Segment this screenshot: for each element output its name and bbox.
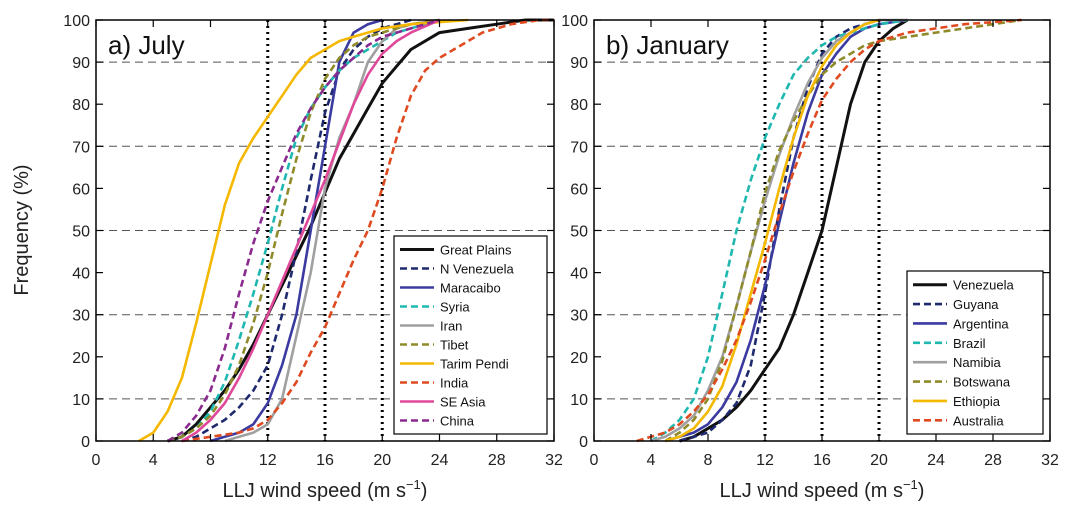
x-tick-label: 28 [488,452,506,469]
series-line [166,18,440,443]
x-tick-label: 12 [259,452,277,469]
y-tick-label: 60 [570,181,588,198]
chart-panel-july: 0 4 8 12 16 20 24 28 32 0 10 20 30 40 50 60 70 80 90 100 a) … [63,13,563,502]
legend-label: Argentina [953,316,1009,331]
legend-label: Venezuela [953,278,1014,293]
y-tick-label: 70 [570,139,588,156]
y-tick-label: 30 [72,308,90,325]
x-tick-label: 16 [813,452,831,469]
x-axis-title: LLJ wind speed (m s−1) [223,477,428,502]
y-tick-label: 0 [579,434,588,451]
series-line [167,18,440,443]
x-tick-label: 32 [545,452,563,469]
x-tick-label: 32 [1041,452,1059,469]
series-line [224,18,440,443]
legend-label: N Venezuela [440,262,514,277]
x-tick-label: 0 [92,452,101,469]
legend-label: SE Asia [440,395,486,410]
x-tick-label: 24 [431,452,449,469]
y-tick-label: 80 [570,97,588,114]
legend-label: Namibia [953,355,1001,370]
series-line [181,18,554,443]
y-tick-label: 60 [72,181,90,198]
legend-label: Syria [440,300,470,315]
y-tick-label: 90 [72,55,90,72]
x-tick-label: 8 [206,452,215,469]
legend-label: Ethiopia [953,394,1001,409]
y-tick-label: 10 [72,392,90,409]
x-axis-title: LLJ wind speed (m s−1) [720,477,925,502]
y-tick-label: 40 [570,266,588,283]
series-line [138,18,469,443]
legend-label: Tarim Pendi [440,357,509,372]
series-line [664,18,880,443]
series-line [679,18,909,443]
y-tick-label: 30 [570,308,588,325]
x-tick-label: 4 [647,452,656,469]
y-tick-label: 20 [72,350,90,367]
y-tick-label: 100 [561,13,588,30]
legend-label: Maracaibo [440,281,501,296]
series-line [181,18,441,443]
y-tick-label: 50 [72,224,90,241]
legend-label: India [440,376,469,391]
legend-label: Guyana [953,297,999,312]
y-tick-label: 80 [72,97,90,114]
y-tick-label: 40 [72,266,90,283]
series-line [636,18,1022,443]
series-line [664,18,908,443]
x-tick-label: 0 [590,452,599,469]
x-tick-label: 12 [756,452,774,469]
y-tick-label: 70 [72,139,90,156]
series-line [181,18,412,443]
legend-label: Tibet [440,338,469,353]
panel-title: b) January [606,30,729,60]
y-tick-label: 90 [570,55,588,72]
legend-label: Great Plains [440,243,512,258]
x-tick-label: 20 [373,452,391,469]
x-tick-label: 16 [316,452,334,469]
panel-title: a) July [108,30,185,60]
legend-label: Iran [440,319,462,334]
legend-label: Australia [953,413,1004,428]
x-tick-label: 8 [704,452,713,469]
legend-label: Botswana [953,375,1011,390]
x-tick-label: 24 [927,452,945,469]
y-tick-label: 0 [81,434,90,451]
x-tick-label: 4 [149,452,158,469]
legend-label: China [440,414,475,429]
y-axis-title: Frequency (%) [11,164,33,295]
series-line [664,18,1022,443]
y-tick-label: 100 [63,13,90,30]
y-tick-label: 50 [570,224,588,241]
chart-panel-january: 0 4 8 12 16 20 24 28 32 0 10 20 30 40 50 60 70 80 90 100 b) … [561,13,1059,502]
legend-label: Brazil [953,336,986,351]
y-tick-label: 10 [570,392,588,409]
y-tick-label: 20 [570,350,588,367]
legend-box [906,270,1044,435]
x-tick-label: 28 [984,452,1002,469]
x-tick-label: 20 [870,452,888,469]
